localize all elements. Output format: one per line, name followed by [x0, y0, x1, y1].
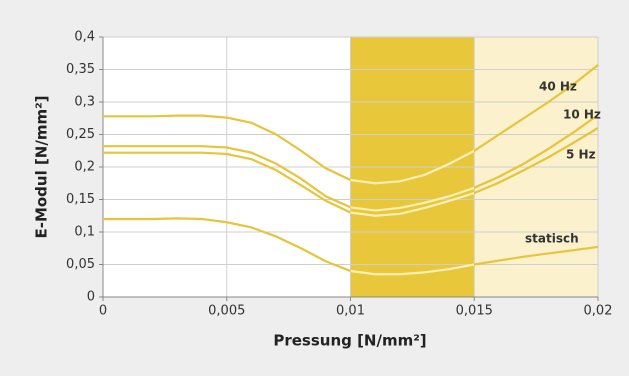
x-tick-label: 0,015: [456, 304, 493, 319]
y-axis-title: E-Modul [N/mm²]: [33, 95, 51, 238]
series-label: statisch: [525, 232, 579, 246]
y-tick-label: 0,15: [66, 192, 95, 207]
y-tick-label: 0: [87, 290, 95, 305]
y-tick-label: 0,25: [66, 127, 95, 142]
series-label: 5 Hz: [566, 148, 596, 162]
y-tick-label: 0,4: [74, 30, 95, 45]
series-line: [103, 217, 599, 276]
y-tick-label: 0,3: [74, 95, 95, 110]
series-label: 40 Hz: [539, 80, 577, 94]
y-tick-label: 0,05: [66, 257, 95, 272]
y-tick-label: 0,1: [74, 225, 95, 240]
x-tick-label: 0,02: [584, 304, 613, 319]
y-tick-label: 0,35: [66, 62, 95, 77]
x-tick-label: 0,005: [208, 304, 245, 319]
y-tick-label: 0,2: [74, 160, 95, 175]
series-label: 10 Hz: [563, 108, 601, 122]
series-line: [103, 114, 599, 212]
series-line: [103, 64, 599, 185]
x-tick-label: 0: [99, 304, 107, 319]
x-axis-title: Pressung [N/mm²]: [273, 332, 426, 350]
x-tick-label: 0,01: [336, 304, 365, 319]
series-line: [103, 127, 599, 217]
